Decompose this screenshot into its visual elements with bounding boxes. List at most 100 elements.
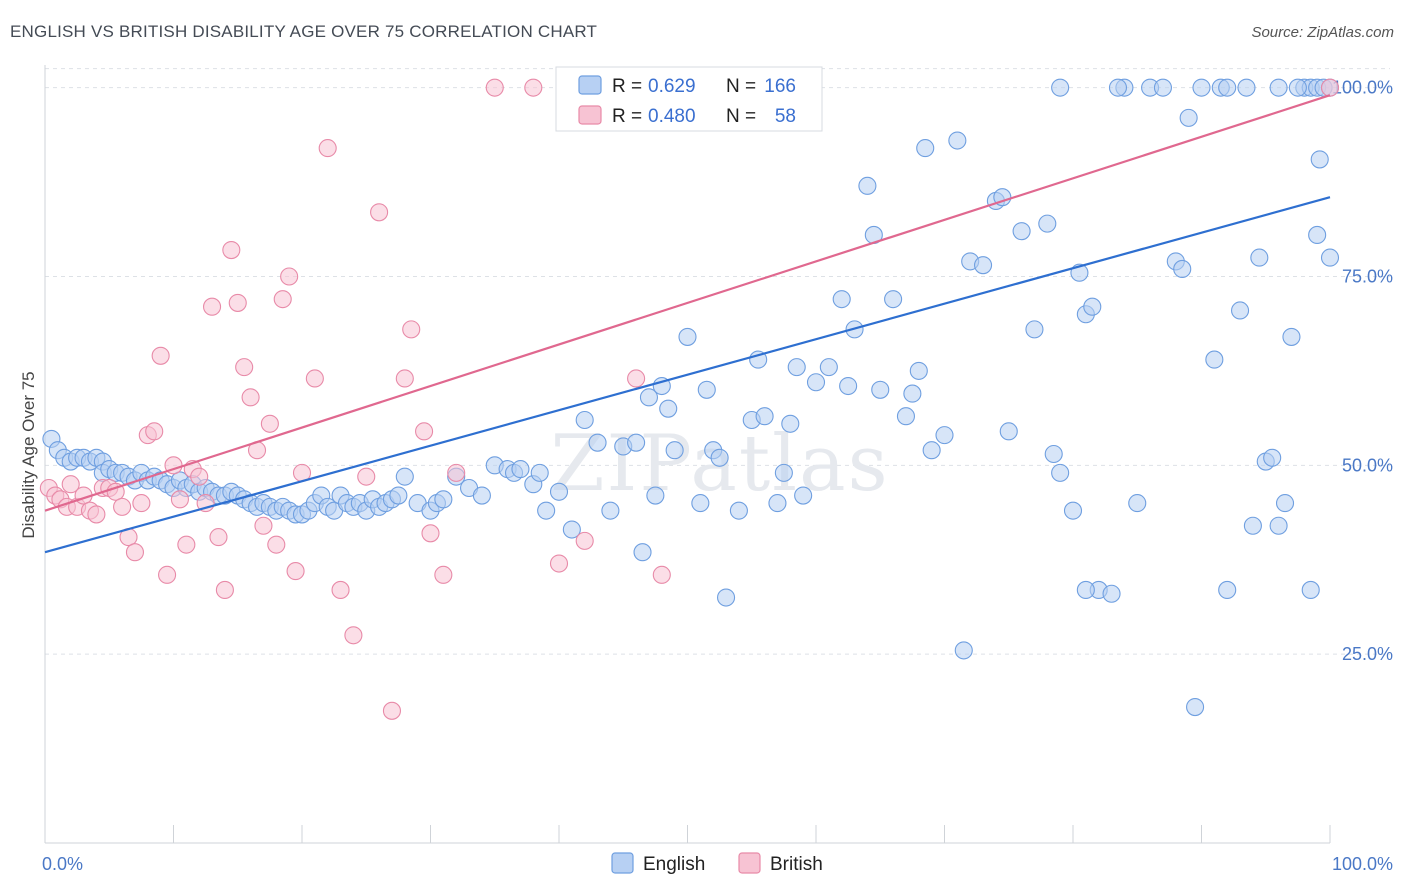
data-point-british [273, 290, 292, 309]
chart-title: ENGLISH VS BRITISH DISABILITY AGE OVER 7… [10, 22, 598, 41]
legend-label-british: British [770, 854, 823, 875]
data-point-english [884, 290, 903, 309]
data-point-english [633, 543, 652, 562]
y-tick-label: 75.0% [1342, 266, 1393, 286]
data-point-british [177, 535, 196, 554]
data-point-british [125, 543, 144, 562]
data-point-british [215, 580, 234, 600]
data-point-english [729, 501, 748, 520]
data-point-english [716, 588, 736, 607]
data-point-english [922, 441, 941, 460]
data-point-english [806, 373, 826, 392]
data-point-british [575, 531, 594, 550]
data-point-english [511, 460, 530, 479]
data-point-british [485, 78, 504, 97]
stats-r-value: 0.629 [648, 76, 696, 97]
data-point-english [871, 380, 890, 399]
data-point-english [1282, 327, 1301, 346]
data-point-english [1310, 150, 1329, 169]
data-point-english [896, 407, 916, 426]
data-point-english [710, 448, 729, 467]
data-point-english [1237, 78, 1256, 97]
data-point-english [652, 376, 671, 396]
stats-swatch-english [578, 75, 602, 95]
data-point-english [1192, 78, 1211, 97]
data-point-british [415, 422, 434, 441]
data-point-english [948, 131, 967, 150]
data-point-english [1308, 225, 1327, 245]
data-point-british [267, 535, 286, 554]
data-point-english [1153, 78, 1172, 97]
data-point-british [235, 358, 254, 377]
data-point-english [999, 422, 1018, 441]
data-point-english [1173, 259, 1192, 278]
data-point-british [145, 422, 164, 441]
data-point-english [665, 441, 684, 460]
data-point-english [1186, 697, 1205, 717]
data-point-english [1012, 222, 1031, 241]
data-point-english [646, 486, 665, 505]
data-point-english [819, 358, 838, 377]
data-point-english [1051, 463, 1070, 482]
data-point-british [222, 241, 241, 260]
x-tick-label-max: 100.0% [1332, 854, 1393, 874]
data-point-english [1250, 248, 1269, 267]
data-point-english [472, 486, 491, 505]
data-point-english [774, 463, 793, 482]
data-point-british [241, 388, 260, 407]
legend-label-english: English [643, 854, 705, 875]
y-tick-label: 100.0% [1332, 78, 1393, 98]
data-point-british [190, 467, 209, 486]
data-point-british [203, 297, 222, 316]
data-point-english [562, 520, 581, 539]
data-point-british [228, 293, 247, 312]
axis-layer: 25.0% 50.0% 75.0% 100.0% 0.0% 100.0% Disabilit… [19, 65, 1393, 874]
data-point-british [370, 203, 389, 222]
data-point-british [1320, 78, 1340, 97]
data-point-british [421, 524, 440, 543]
data-point-british [549, 554, 569, 573]
legend: English British [611, 852, 823, 875]
data-point-english [537, 501, 556, 520]
data-point-english [601, 501, 620, 520]
trend-line-british [44, 94, 1331, 512]
stats-n-label: N = [726, 76, 756, 97]
data-point-english [691, 494, 710, 513]
data-point-british [382, 701, 402, 720]
data-point-english [1108, 78, 1128, 97]
data-point-english [434, 490, 453, 509]
stats-swatch-british [578, 105, 602, 125]
data-point-english [697, 380, 716, 399]
data-point-british [305, 369, 324, 388]
data-point-english [678, 327, 697, 346]
stats-r-label: R = [612, 76, 642, 97]
data-point-british [209, 528, 228, 547]
data-point-english [1288, 78, 1307, 97]
x-tick-label-min: 0.0% [42, 854, 83, 874]
data-point-british [260, 414, 279, 433]
data-point-british [254, 516, 273, 535]
data-point-english [781, 414, 800, 433]
data-point-british [286, 562, 305, 581]
data-point-english [1320, 248, 1340, 267]
data-point-british [158, 565, 177, 584]
stats-r-value: 0.480 [648, 106, 696, 127]
data-point-british [331, 580, 350, 600]
data-point-english [903, 384, 922, 403]
data-point-english [909, 361, 928, 380]
stats-n-value: 58 [775, 106, 796, 127]
stats-n-value: 166 [764, 76, 796, 97]
data-point-english [1076, 580, 1095, 600]
data-point-english [1218, 580, 1237, 600]
data-point-english [639, 388, 659, 407]
legend-swatch-english [611, 852, 634, 874]
data-point-english [1083, 297, 1102, 316]
data-point-english [575, 410, 594, 430]
data-point-english [954, 641, 973, 660]
data-point-english [1231, 301, 1250, 320]
trend-layer [44, 94, 1331, 554]
data-point-british [447, 463, 466, 482]
data-point-english [832, 290, 851, 309]
data-point-english [1025, 320, 1044, 339]
